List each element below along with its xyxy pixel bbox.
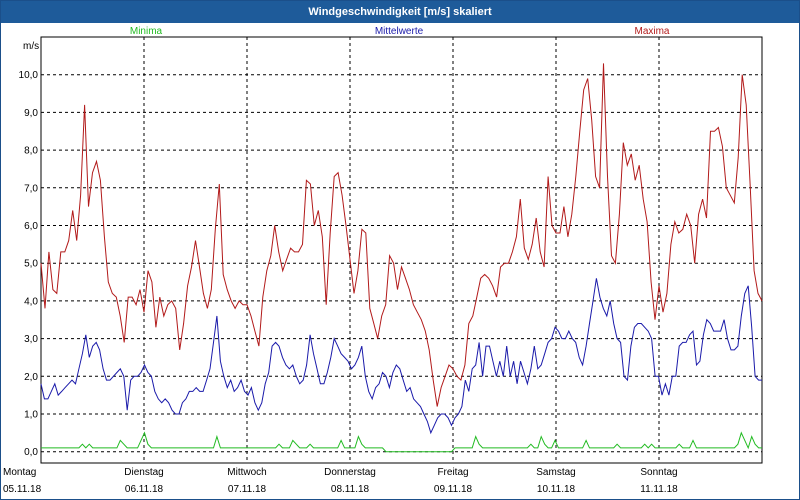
x-tick-date: 07.11.18 xyxy=(228,484,267,495)
x-tick-day: Samstag xyxy=(536,467,575,478)
x-tick-date: 10.11.18 xyxy=(537,484,576,495)
y-tick-label: 1,0 xyxy=(24,409,38,420)
y-axis-unit-label: m/s xyxy=(23,41,39,52)
series-line-minima xyxy=(41,431,762,453)
x-tick-day: Donnerstag xyxy=(324,467,376,478)
x-tick-day: Sonntag xyxy=(640,467,677,478)
y-tick-label: 5,0 xyxy=(24,259,38,270)
y-tick-label: 4,0 xyxy=(24,296,38,307)
x-axis-ticks: Montag 05.11.18 Dienstag 06.11.18 Mittwoch 07… xyxy=(3,467,678,495)
y-tick-label: 2,0 xyxy=(24,372,38,383)
chart-series xyxy=(40,63,763,453)
x-tick-date: 08.11.18 xyxy=(331,484,370,495)
y-tick-label: 7,0 xyxy=(24,183,38,194)
y-tick-label: 10,0 xyxy=(19,70,39,81)
window-title: Windgeschwindigkeit [m/s] skaliert xyxy=(1,1,799,23)
y-axis-ticks: 0,0 1,0 2,0 3,0 4,0 5,0 6,0 7,0 8,0 9,0 10,0 xyxy=(19,70,39,458)
x-tick-date: 11.11.18 xyxy=(640,484,678,495)
series-line-maxima xyxy=(40,63,763,407)
x-tick-day: Dienstag xyxy=(124,467,163,478)
y-tick-label: 6,0 xyxy=(24,221,38,232)
y-tick-label: 3,0 xyxy=(24,334,38,345)
plot-area xyxy=(40,36,763,464)
y-tick-label: 0,0 xyxy=(24,447,38,458)
x-tick-day: Freitag xyxy=(437,467,468,478)
chart-legend: Minima Mittelwerte Maxima xyxy=(130,26,670,37)
y-tick-label: 8,0 xyxy=(24,146,38,157)
x-tick-date: 05.11.18 xyxy=(3,484,42,495)
x-tick-date: 06.11.18 xyxy=(125,484,164,495)
legend-maxima: Maxima xyxy=(634,26,669,37)
x-tick-date: 09.11.18 xyxy=(434,484,473,495)
x-tick-day: Montag xyxy=(3,467,36,478)
series-line-mittelwerte xyxy=(40,278,762,435)
x-tick-day: Mittwoch xyxy=(227,467,266,478)
legend-mittelwerte: Mittelwerte xyxy=(375,26,424,37)
wind-speed-chart: m/s 0,0 1,0 2,0 3,0 4,0 5,0 6,0 7,0 8,0 9,0 10,0 M… xyxy=(3,26,763,495)
y-tick-label: 9,0 xyxy=(24,108,38,119)
legend-minima: Minima xyxy=(130,26,163,37)
chart-grid xyxy=(40,36,763,464)
